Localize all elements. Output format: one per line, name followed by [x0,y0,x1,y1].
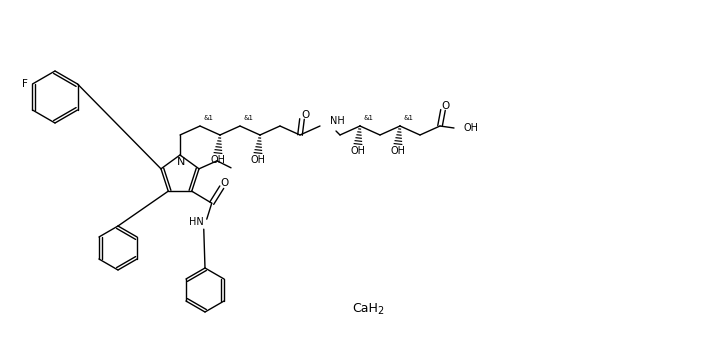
Text: &1: &1 [363,115,373,121]
Text: CaH: CaH [352,302,378,315]
Text: O: O [301,110,309,120]
Text: OH: OH [464,123,479,133]
Text: OH: OH [350,146,366,156]
Text: &1: &1 [403,115,413,121]
Text: HN: HN [190,217,204,227]
Text: OH: OH [390,146,405,156]
Text: O: O [442,101,450,111]
Text: OH: OH [251,155,266,165]
Text: N: N [177,157,185,167]
Text: NH: NH [330,116,345,126]
Text: OH: OH [211,155,225,165]
Text: &1: &1 [204,115,214,121]
Text: O: O [221,178,229,188]
Text: &1: &1 [244,115,254,121]
Text: 2: 2 [377,306,383,316]
Text: F: F [22,79,28,89]
